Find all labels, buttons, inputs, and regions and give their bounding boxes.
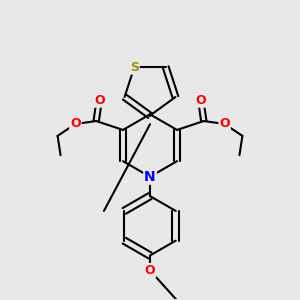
Text: S: S: [130, 61, 139, 74]
Text: O: O: [94, 94, 104, 107]
Text: O: O: [70, 118, 81, 130]
Text: O: O: [145, 264, 155, 277]
Text: O: O: [196, 94, 206, 107]
Text: N: N: [144, 170, 156, 184]
Text: O: O: [219, 118, 230, 130]
